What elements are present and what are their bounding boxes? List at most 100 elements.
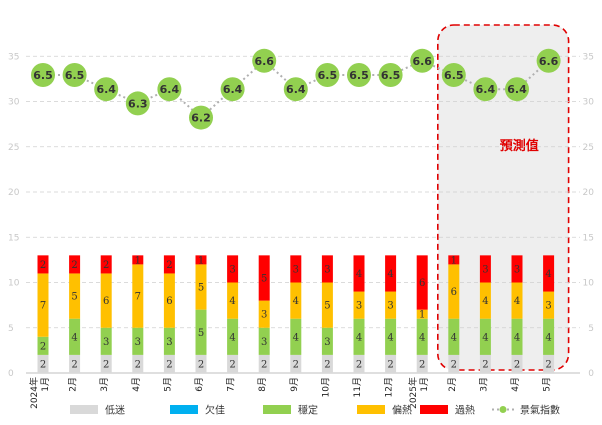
bar-value-label: 5	[198, 283, 204, 294]
index-point	[441, 63, 466, 87]
index-value-label: 6.5	[65, 69, 85, 82]
bar-segment	[448, 255, 460, 265]
bar-value-label: 2	[324, 359, 330, 370]
x-tick-label: 2025年1月	[407, 377, 430, 409]
bar-segment	[321, 354, 333, 373]
bar-value-label: 6	[166, 296, 172, 307]
x-tick-label: 5月	[162, 377, 173, 392]
bar-segment	[321, 255, 333, 283]
x-tick-label: 4月	[131, 377, 142, 392]
bar-value-label: 2	[356, 359, 362, 370]
index-point	[94, 77, 119, 102]
y-tick-label: 10	[8, 279, 20, 289]
bar-value-label: 3	[261, 337, 267, 348]
index-value-label: 6.6	[254, 55, 274, 68]
bar-value-label: 4	[293, 296, 299, 307]
bar-value-label: 6	[103, 296, 109, 307]
bar-value-label: 2	[198, 359, 204, 370]
legend-line-marker	[499, 406, 507, 413]
bar-segment	[258, 255, 270, 301]
bar-value-label: 1	[419, 310, 425, 321]
bar-value-label: 7	[40, 301, 46, 312]
bar-segment	[37, 273, 49, 337]
bar-segment	[479, 255, 491, 283]
bar-segment	[416, 318, 428, 355]
legend-swatch	[263, 405, 291, 414]
index-value-label: 6.6	[412, 55, 432, 68]
y-tick-label: 35	[8, 52, 19, 62]
bar-segment	[543, 354, 555, 373]
index-point	[220, 77, 245, 102]
legend-swatch	[170, 405, 198, 414]
bar-segment	[195, 255, 207, 265]
bar-value-label: 6	[451, 287, 457, 298]
bar-value-label: 2	[261, 359, 267, 370]
bar-segment	[195, 264, 207, 310]
bar-segment	[416, 354, 428, 373]
bar-segment	[353, 354, 365, 373]
bar-value-label: 3	[293, 264, 299, 275]
bar-value-label: 2	[419, 359, 425, 370]
legend-swatch	[357, 405, 385, 414]
bar-value-label: 4	[514, 332, 520, 343]
bar-segment	[100, 327, 112, 355]
index-point	[62, 63, 87, 87]
index-point	[283, 77, 308, 102]
bar-value-label: 2	[103, 359, 109, 370]
index-value-label: 6.5	[318, 69, 338, 82]
bar-segment	[321, 327, 333, 355]
bar-segment	[353, 291, 365, 319]
bar-segment	[479, 354, 491, 373]
bar-segment	[69, 255, 81, 274]
x-tick-label: 2月	[447, 377, 458, 392]
x-tick-label: 3月	[99, 377, 110, 392]
y2-tick-label: 10	[583, 279, 595, 289]
bar-value-label: 5	[261, 273, 267, 284]
bar-segment	[37, 255, 49, 274]
y-tick-label: 15	[8, 233, 19, 243]
bar-value-label: 2	[451, 359, 457, 370]
bar-segment	[385, 255, 397, 292]
x-tick-label: 7月	[226, 377, 237, 392]
bar-segment	[511, 282, 523, 319]
x-tick-label: 8月	[257, 377, 268, 392]
bar-segment	[448, 264, 460, 319]
y2-tick-label: 20	[583, 188, 595, 198]
bar-value-label: 3	[324, 337, 330, 348]
bar-value-label: 4	[387, 332, 393, 343]
index-point	[189, 105, 213, 130]
x-tick-label: 2024年1月	[28, 377, 51, 409]
bar-segment	[37, 354, 49, 373]
bar-segment	[100, 273, 112, 328]
index-value-label: 6.5	[381, 69, 401, 82]
bar-segment	[543, 291, 555, 319]
index-point	[378, 63, 403, 87]
bar-value-label: 2	[166, 359, 172, 370]
bar-segment	[100, 354, 112, 373]
y2-tick-label: 35	[583, 52, 594, 62]
bar-segment	[69, 318, 81, 355]
bar-value-label: 2	[71, 260, 77, 271]
bar-segment	[132, 327, 144, 355]
bar-value-label: 3	[166, 337, 172, 348]
index-value-label: 6.4	[223, 83, 243, 96]
index-point	[252, 48, 277, 73]
bar-segment	[385, 354, 397, 373]
bar-value-label: 4	[356, 269, 362, 280]
bar-value-label: 7	[135, 292, 141, 303]
bar-value-label: 2	[229, 359, 235, 370]
index-value-label: 6.6	[539, 55, 559, 68]
y-tick-label: 20	[8, 188, 20, 198]
index-point	[536, 48, 561, 73]
x-tick-label: 3月	[478, 377, 489, 392]
bar-value-label: 4	[71, 332, 77, 343]
x-tick-label: 9月	[289, 377, 300, 392]
forecast-label: 預測值	[500, 138, 539, 154]
bar-segment	[511, 318, 523, 355]
bar-value-label: 5	[71, 292, 77, 303]
bar-value-label: 4	[514, 296, 520, 307]
bar-segment	[37, 336, 49, 355]
bar-value-label: 6	[419, 278, 425, 289]
bar-segment	[227, 282, 239, 319]
